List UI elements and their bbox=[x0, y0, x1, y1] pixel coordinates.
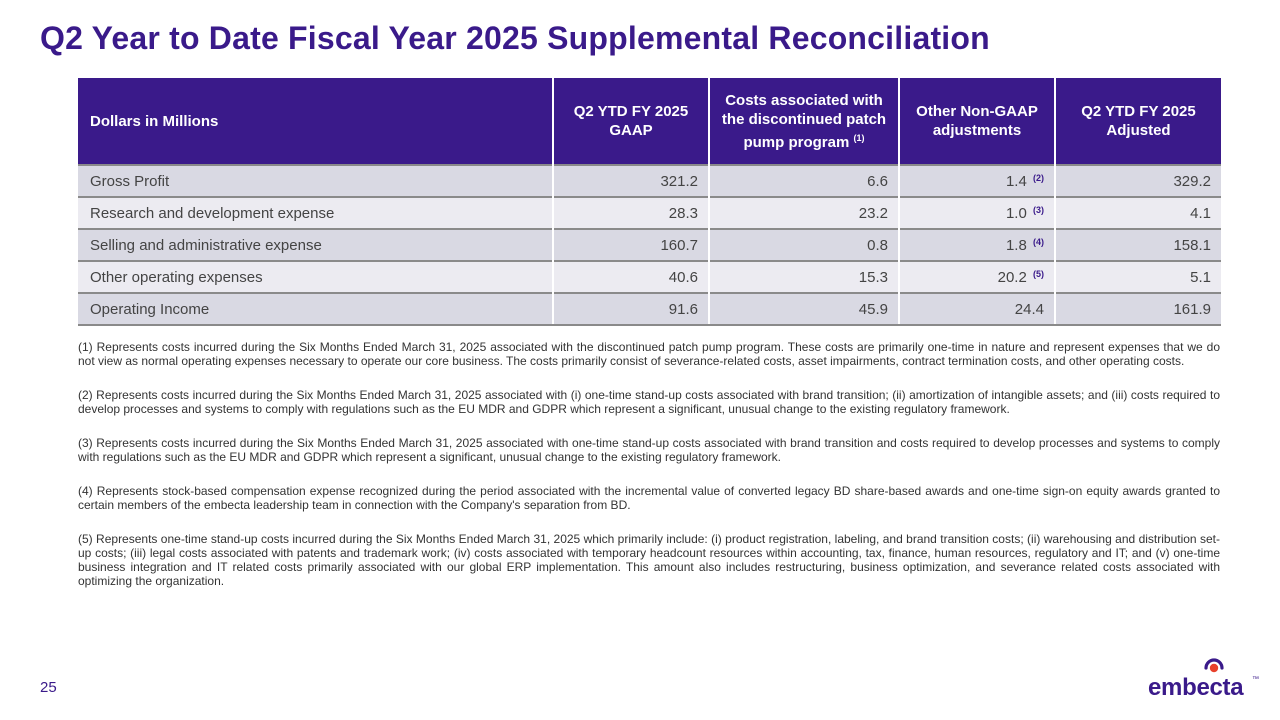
table-row-operating-income: Operating Income 91.6 45.9 24.4 161.9 bbox=[78, 292, 1221, 326]
footnote-3: (3) Represents costs incurred during the… bbox=[78, 436, 1220, 464]
footnotes: (1) Represents costs incurred during the… bbox=[78, 340, 1220, 608]
page-number: 25 bbox=[40, 679, 57, 696]
cell-patch-pump: 6.6 bbox=[709, 164, 900, 197]
cell-other: 1.0 (3) bbox=[899, 196, 1056, 229]
cell-adjusted: 158.1 bbox=[1055, 228, 1221, 261]
header-other-non-gaap: Other Non-GAAP adjustments bbox=[899, 78, 1056, 165]
row-label: Operating Income bbox=[78, 292, 554, 326]
cell-other-value: 1.8 bbox=[1005, 236, 1027, 254]
row-label: Gross Profit bbox=[78, 164, 554, 197]
cell-gaap: 321.2 bbox=[553, 164, 710, 197]
cell-other: 20.2 (5) bbox=[899, 260, 1056, 293]
header-gaap: Q2 YTD FY 2025 GAAP bbox=[553, 78, 710, 165]
header-patch-pump-label: Costs associated with the discontinued p… bbox=[721, 91, 887, 151]
table-row-other-operating: Other operating expenses 40.6 15.3 20.2 … bbox=[78, 260, 1221, 293]
cell-other-value: 1.4 bbox=[1005, 172, 1027, 190]
row-label: Other operating expenses bbox=[78, 260, 554, 293]
footnote-2: (2) Represents costs incurred during the… bbox=[78, 388, 1220, 416]
cell-gaap: 160.7 bbox=[553, 228, 710, 261]
footnote-4: (4) Represents stock-based compensation … bbox=[78, 484, 1220, 512]
cell-patch-pump: 15.3 bbox=[709, 260, 900, 293]
header-patch-pump-ref: (1) bbox=[853, 132, 865, 143]
cell-gaap: 91.6 bbox=[553, 292, 710, 326]
logo-trademark: ™ bbox=[1252, 676, 1259, 683]
logo-mark-icon bbox=[1204, 658, 1224, 673]
logo-wordmark: embecta bbox=[1148, 674, 1244, 701]
footnote-ref: (2) bbox=[1033, 172, 1044, 183]
footnote-ref: (5) bbox=[1033, 268, 1044, 279]
embecta-logo: embecta ™ bbox=[1148, 656, 1259, 701]
cell-other: 1.8 (4) bbox=[899, 228, 1056, 261]
table-row-research-development: Research and development expense 28.3 23… bbox=[78, 196, 1221, 229]
cell-other-value: 1.0 bbox=[1005, 204, 1027, 222]
cell-adjusted: 329.2 bbox=[1055, 164, 1221, 197]
cell-patch-pump: 45.9 bbox=[709, 292, 900, 326]
table-header-row: Dollars in Millions Q2 YTD FY 2025 GAAP … bbox=[78, 78, 1221, 165]
cell-other: 1.4 (2) bbox=[899, 164, 1056, 197]
header-patch-pump: Costs associated with the discontinued p… bbox=[709, 78, 900, 165]
row-label: Research and development expense bbox=[78, 196, 554, 229]
cell-gaap: 28.3 bbox=[553, 196, 710, 229]
cell-patch-pump: 23.2 bbox=[709, 196, 900, 229]
footnote-5: (5) Represents one-time stand-up costs i… bbox=[78, 532, 1220, 588]
cell-other: 24.4 bbox=[899, 292, 1056, 326]
cell-other-value: 24.4 bbox=[1014, 300, 1044, 318]
cell-adjusted: 4.1 bbox=[1055, 196, 1221, 229]
cell-patch-pump: 0.8 bbox=[709, 228, 900, 261]
footnote-1: (1) Represents costs incurred during the… bbox=[78, 340, 1220, 368]
cell-gaap: 40.6 bbox=[553, 260, 710, 293]
cell-adjusted: 5.1 bbox=[1055, 260, 1221, 293]
header-dollars-in-millions: Dollars in Millions bbox=[78, 78, 554, 165]
footnote-ref: (3) bbox=[1033, 204, 1044, 215]
page-title: Q2 Year to Date Fiscal Year 2025 Supplem… bbox=[40, 20, 990, 56]
table-row-gross-profit: Gross Profit 321.2 6.6 1.4 (2) 329.2 bbox=[78, 164, 1221, 197]
reconciliation-table: Dollars in Millions Q2 YTD FY 2025 GAAP … bbox=[78, 78, 1221, 326]
header-adjusted: Q2 YTD FY 2025 Adjusted bbox=[1055, 78, 1221, 165]
cell-adjusted: 161.9 bbox=[1055, 292, 1221, 326]
cell-other-value: 20.2 bbox=[997, 268, 1027, 286]
table-row-selling-administrative: Selling and administrative expense 160.7… bbox=[78, 228, 1221, 261]
footnote-ref: (4) bbox=[1033, 236, 1044, 247]
row-label: Selling and administrative expense bbox=[78, 228, 554, 261]
